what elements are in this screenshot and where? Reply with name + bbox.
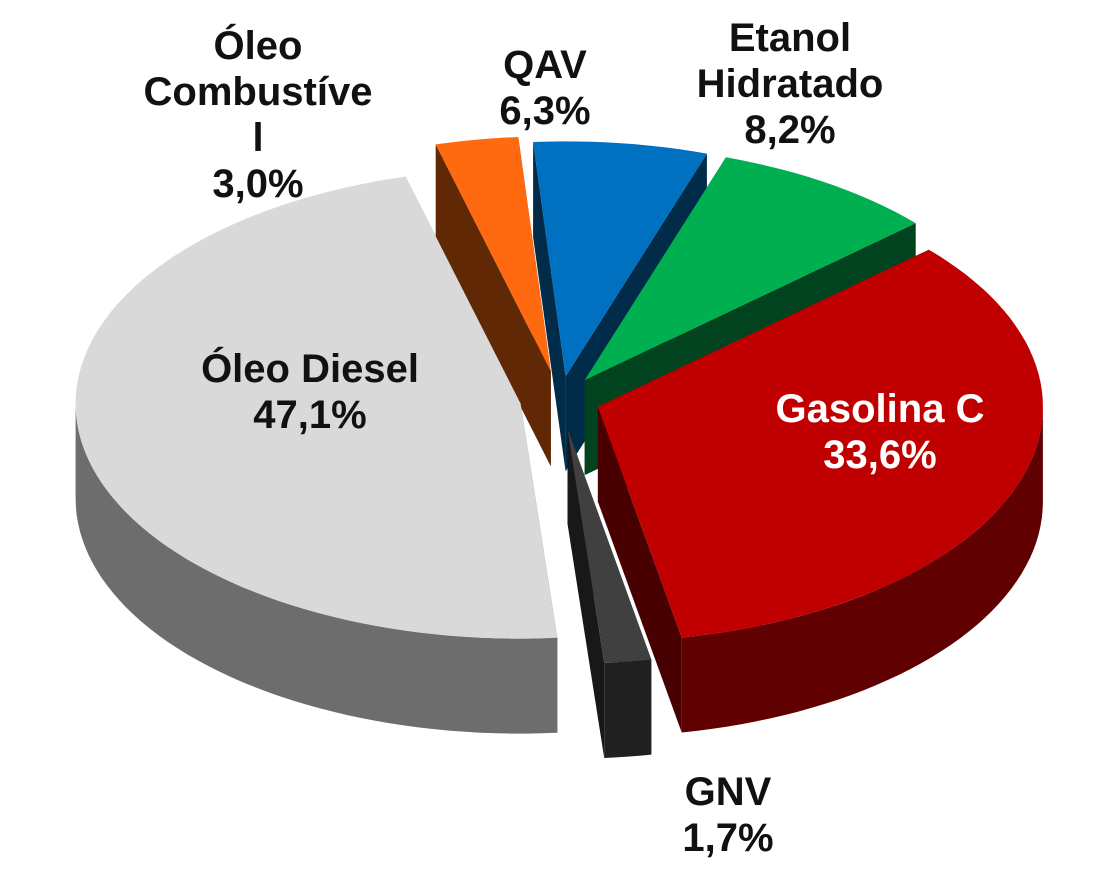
slice-label: GNV 1,7% [628, 769, 828, 861]
category-name: QAV [503, 43, 587, 87]
slice-top [533, 141, 707, 377]
slice-top [75, 176, 558, 639]
value-label: 33,6% [823, 433, 937, 477]
pie-slice [597, 249, 1043, 733]
slice-edge [75, 403, 558, 734]
slice-label: Óleo Combustível 3,0% [141, 23, 375, 207]
slice-side [533, 142, 566, 472]
category-name: Óleo Combustível [143, 24, 373, 160]
value-label: 1,7% [682, 816, 774, 860]
category-name: Óleo Diesel [201, 347, 419, 391]
pie-slice [435, 137, 551, 467]
value-label: 8,2% [744, 108, 836, 152]
slice-top [435, 137, 551, 372]
slice-top [567, 428, 652, 663]
value-label: 47,1% [253, 393, 367, 437]
category-name: Gasolina C [775, 387, 985, 431]
category-name: GNV [684, 770, 772, 814]
slice-side [597, 406, 682, 733]
slice-label: Gasolina C 33,6% [710, 386, 1050, 478]
value-label: 3,0% [212, 162, 304, 206]
value-label: 6,3% [499, 89, 591, 133]
pie-slice [75, 176, 558, 734]
slice-side [567, 428, 605, 758]
category-name: Etanol Hidratado [696, 16, 884, 106]
slice-label: QAV 6,3% [395, 42, 695, 134]
slice-label: Etanol Hidratado 8,2% [630, 15, 950, 153]
slice-top [597, 249, 1043, 638]
pie-slice [567, 428, 652, 758]
slice-side [435, 144, 551, 467]
slice-label: Óleo Diesel 47,1% [140, 346, 480, 438]
slice-edge [681, 406, 1043, 733]
slice-top [584, 157, 916, 381]
slice-edge [604, 659, 652, 758]
